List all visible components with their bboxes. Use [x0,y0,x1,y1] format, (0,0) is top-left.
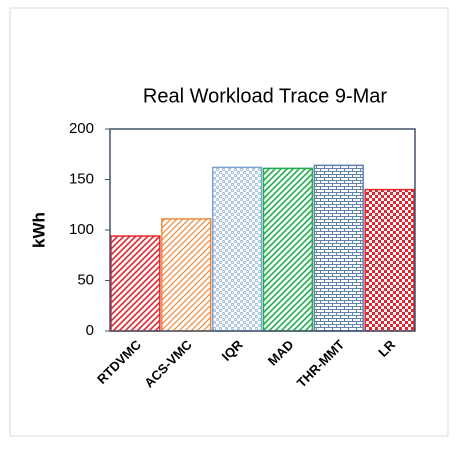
y-tick-label: 50 [77,271,94,288]
bar [110,235,161,332]
bar [364,188,415,332]
y-tick-label: 0 [86,322,94,339]
y-axis-label: kWh [29,212,48,248]
y-tick-label: 100 [69,221,94,238]
bar [313,164,364,332]
bar [161,218,212,332]
y-tick-label: 200 [69,120,94,137]
y-tick-label: 150 [69,170,94,187]
bar [262,167,314,332]
plot-frame [109,128,416,332]
chart-title: Real Workload Trace 9-Mar [143,85,388,107]
bar [211,166,263,332]
